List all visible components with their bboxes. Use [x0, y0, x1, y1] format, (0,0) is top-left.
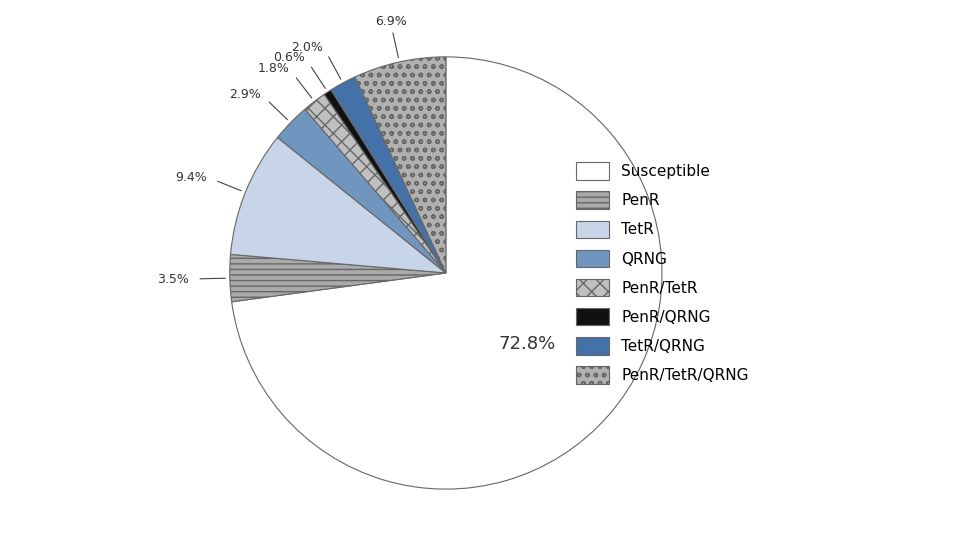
Text: 1.8%: 1.8%	[257, 62, 290, 75]
Text: 0.6%: 0.6%	[274, 51, 305, 64]
Text: 6.9%: 6.9%	[374, 15, 406, 28]
Text: 2.0%: 2.0%	[292, 40, 324, 54]
Wedge shape	[355, 57, 445, 273]
Wedge shape	[331, 77, 445, 273]
Wedge shape	[305, 94, 445, 273]
Text: 3.5%: 3.5%	[157, 272, 189, 286]
Text: 2.9%: 2.9%	[229, 88, 261, 101]
Text: 72.8%: 72.8%	[498, 335, 556, 353]
Wedge shape	[277, 109, 445, 273]
Legend: Susceptible, PenR, TetR, QRNG, PenR/TetR, PenR/QRNG, TetR/QRNG, PenR/TetR/QRNG: Susceptible, PenR, TetR, QRNG, PenR/TetR…	[569, 156, 756, 390]
Text: 9.4%: 9.4%	[176, 171, 207, 183]
Wedge shape	[229, 254, 445, 302]
Wedge shape	[230, 138, 445, 273]
Wedge shape	[231, 57, 662, 489]
Wedge shape	[324, 90, 445, 273]
